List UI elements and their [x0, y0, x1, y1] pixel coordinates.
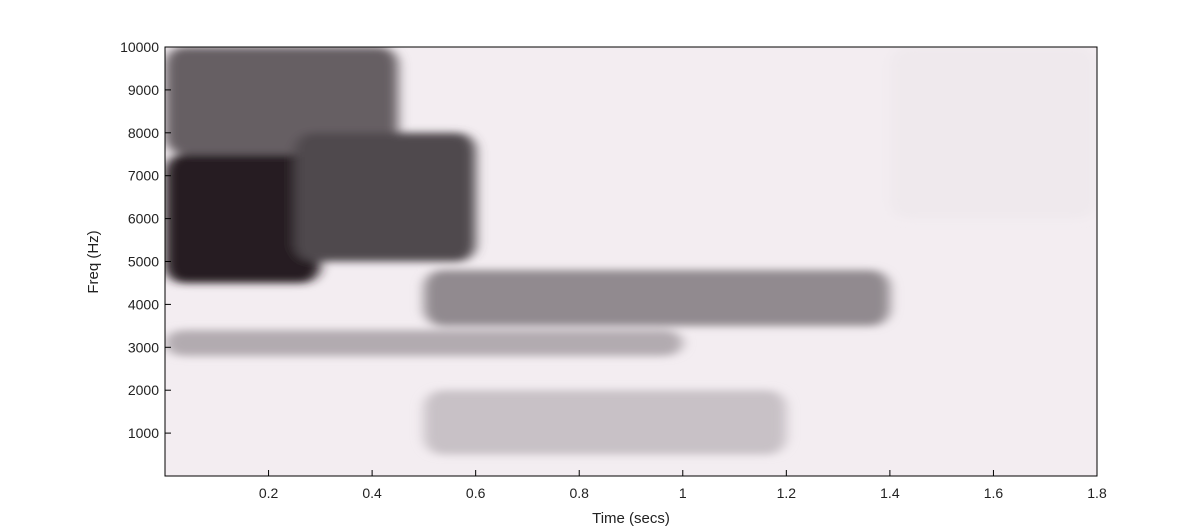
- heatmap-region-6: [889, 47, 1097, 219]
- y-axis-ticks: 1000 2000 3000 4000 5000 6000 7000 8000 9000 1000…: [120, 39, 171, 441]
- y-tick-label: 8000: [128, 125, 159, 141]
- heatmap-region-2: [294, 132, 476, 262]
- y-tick-label: 7000: [128, 168, 159, 184]
- y-axis-label: Freq (Hz): [85, 230, 102, 293]
- heatmap-region-4: [165, 330, 683, 356]
- x-tick-label: 0.2: [259, 485, 279, 501]
- x-axis-ticks: 0.2 0.4 0.6 0.8 1 1.2 1.4 1.6 1.8: [259, 470, 1107, 501]
- y-tick-label: 9000: [128, 82, 159, 98]
- y-tick-label: 2000: [128, 382, 159, 398]
- y-tick-label: 5000: [128, 254, 159, 270]
- y-tick-label: 6000: [128, 211, 159, 227]
- heatmap: [165, 47, 1097, 455]
- y-tick-label: 1000: [128, 425, 159, 441]
- x-tick-label: 1.8: [1087, 485, 1107, 501]
- y-tick-label: 4000: [128, 296, 159, 312]
- heatmap-region-5: [423, 390, 787, 455]
- x-tick-label: 0.8: [569, 485, 589, 501]
- y-tick-label: 10000: [120, 39, 159, 55]
- x-tick-label: 1.6: [984, 485, 1004, 501]
- x-tick-label: 0.4: [362, 485, 382, 501]
- heatmap-region-3: [423, 270, 890, 326]
- x-tick-label: 1: [679, 485, 687, 501]
- x-tick-label: 1.2: [777, 485, 797, 501]
- heatmap-region-1: [165, 47, 398, 155]
- heatmap-region-0: [165, 154, 321, 283]
- y-tick-label: 3000: [128, 339, 159, 355]
- x-tick-label: 0.6: [466, 485, 486, 501]
- x-axis-label: Time (secs): [592, 510, 670, 527]
- x-tick-label: 1.4: [880, 485, 900, 501]
